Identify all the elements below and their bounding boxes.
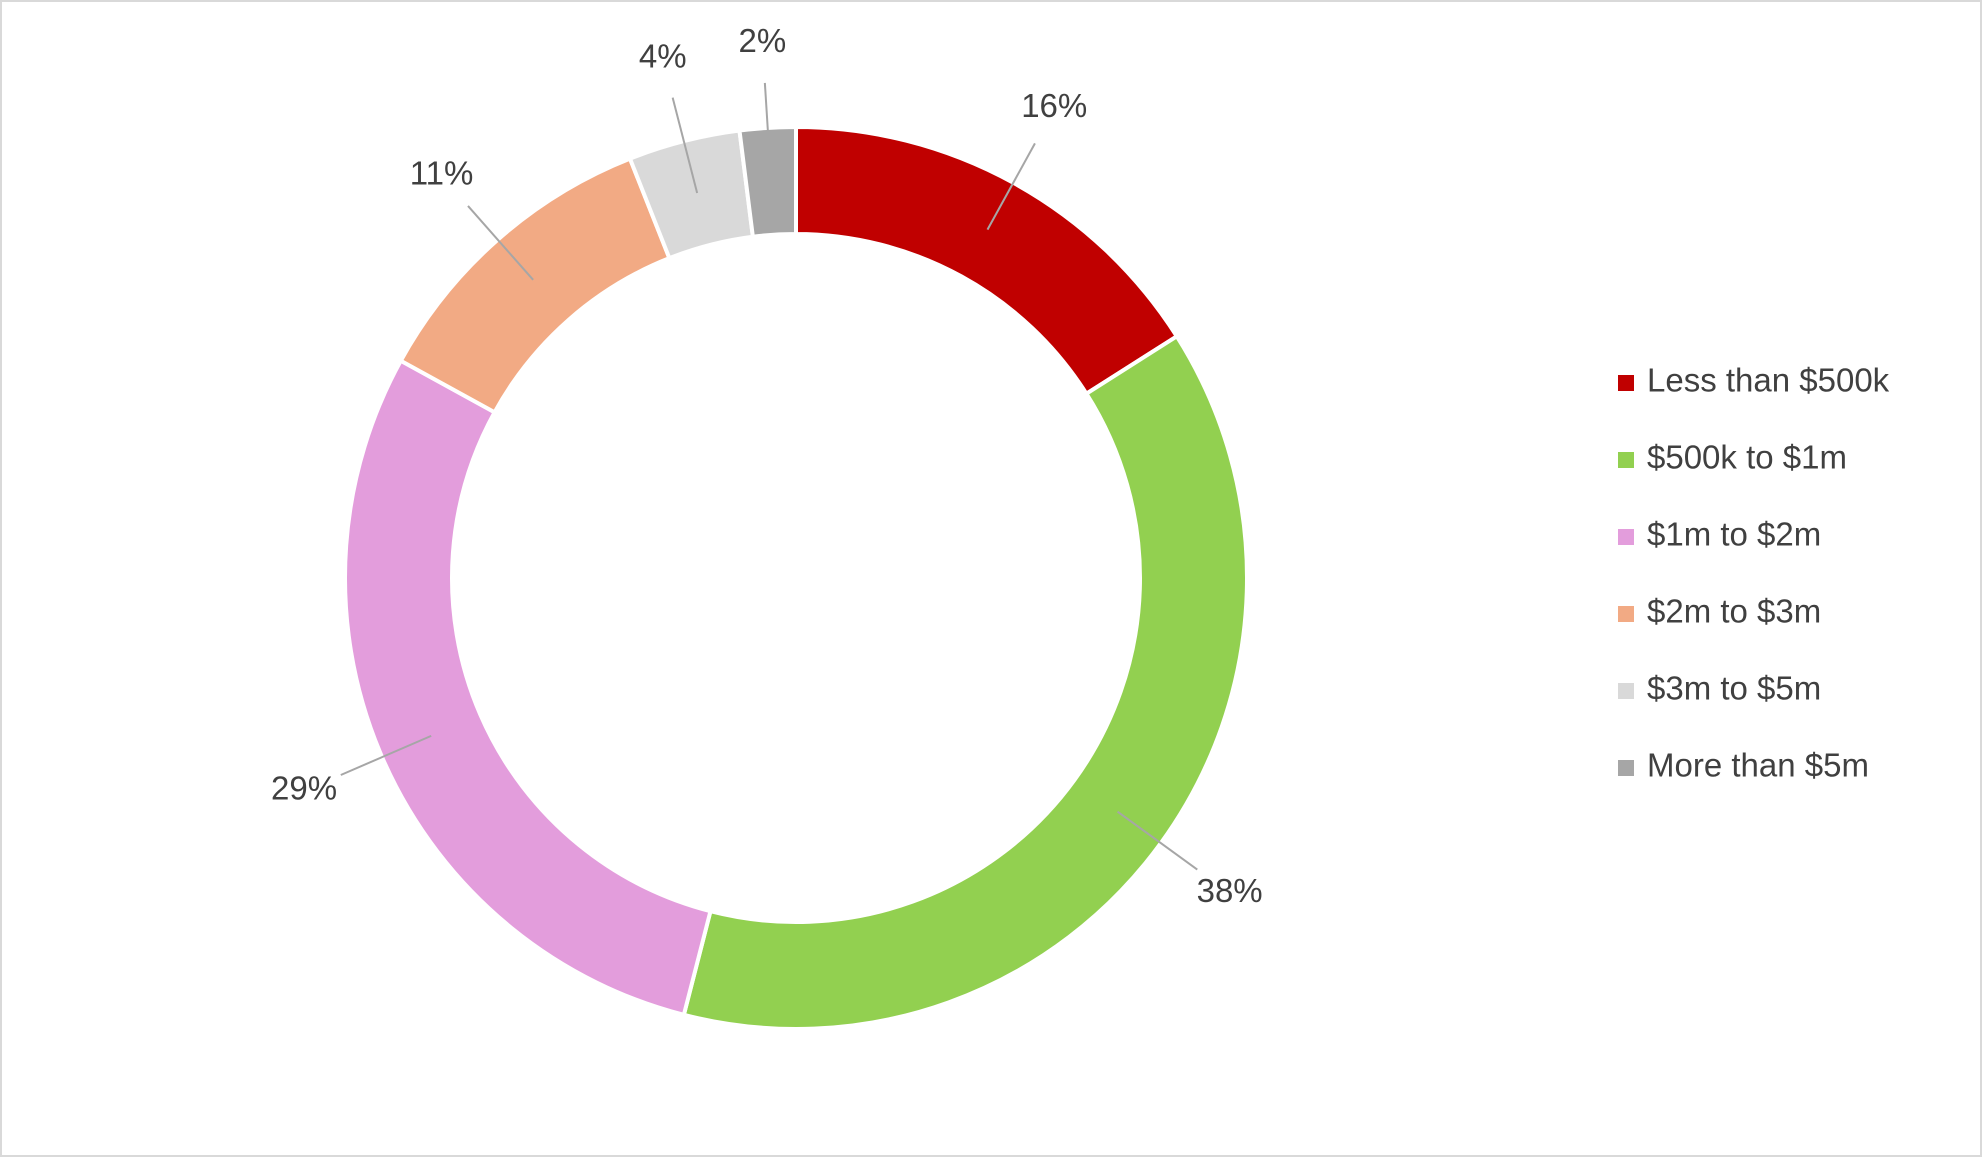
legend-label: $3m to $5m [1647,670,1821,707]
data-label: 2% [738,22,786,59]
legend-label: $500k to $1m [1647,439,1847,476]
legend-swatch [1618,529,1634,545]
data-label: 38% [1197,872,1263,909]
legend-label: Less than $500k [1647,362,1890,399]
donut-segment [737,124,798,239]
leader-line [986,142,1036,231]
data-label: 11% [410,155,474,192]
legend-swatch [1618,760,1634,776]
legend-swatch [1618,452,1634,468]
leader-line [1116,810,1198,871]
legend-swatch [1618,375,1634,391]
leader-line [671,97,699,194]
legend-swatch [1618,606,1634,622]
leader-line [763,82,773,182]
data-label: 4% [639,38,687,75]
leader-line [467,205,534,281]
data-label: 29% [271,770,337,807]
leader-line [340,734,432,776]
legend-swatch [1618,683,1634,699]
legend-label: More than $5m [1647,747,1869,784]
donut-segment [343,358,713,1018]
data-label: 16% [1021,87,1087,124]
legend-label: $1m to $2m [1647,516,1821,553]
legend-label: $2m to $3m [1647,593,1821,630]
donut-segment [681,333,1249,1031]
